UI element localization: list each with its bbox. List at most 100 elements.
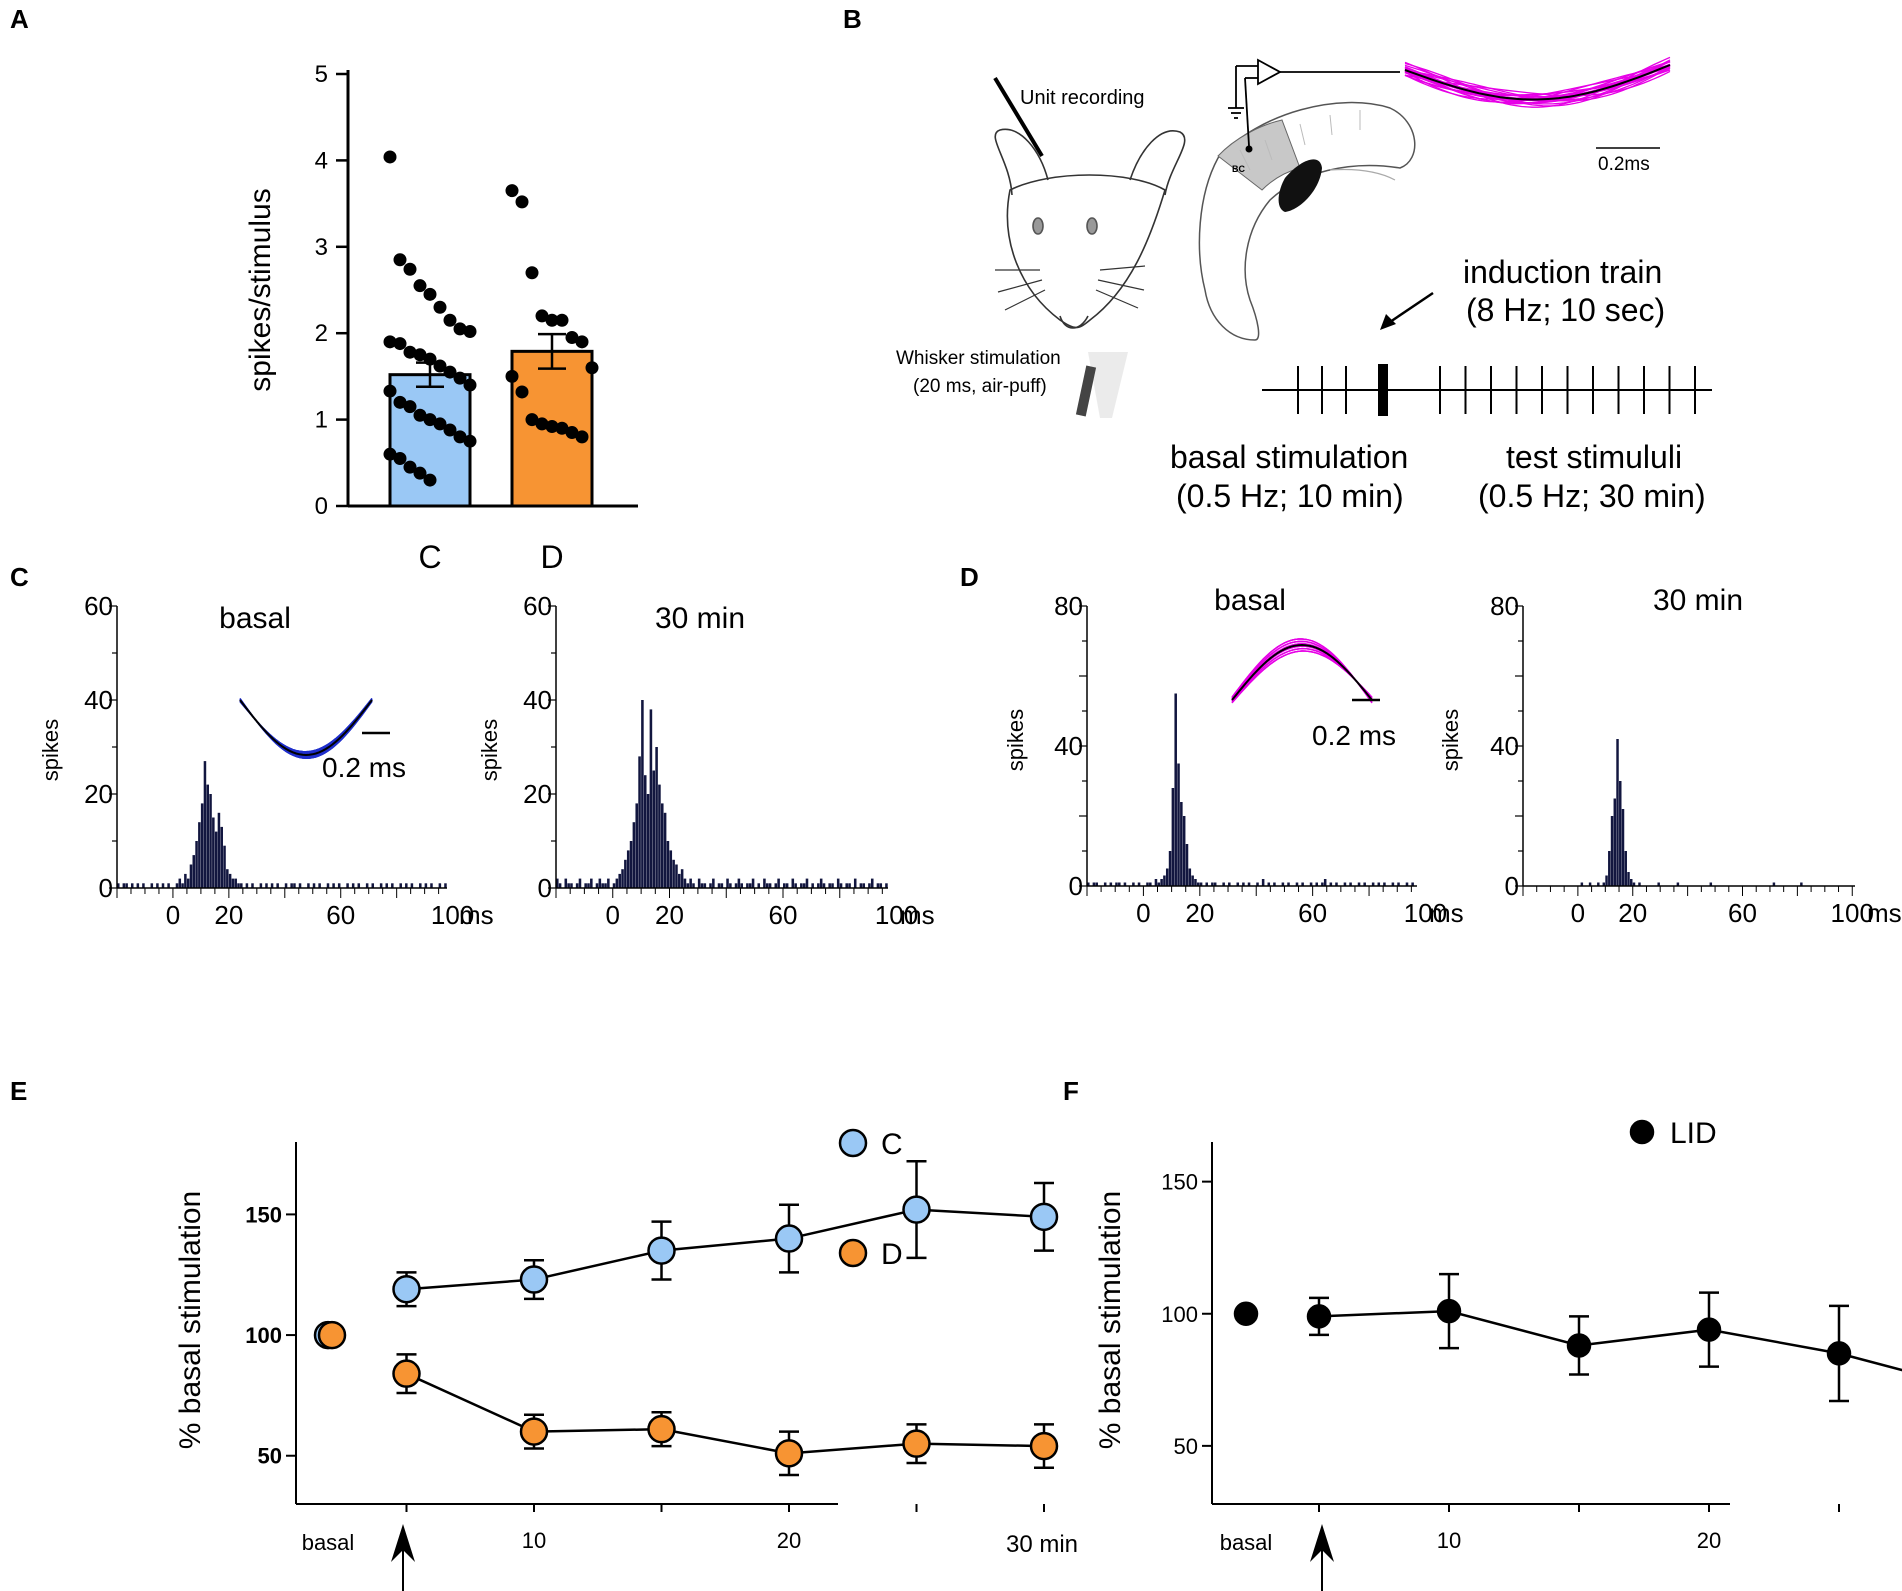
psth-bar [663, 812, 667, 888]
psth-bar [1146, 882, 1149, 886]
psth-bar [1194, 879, 1197, 886]
psth-bar [1228, 882, 1231, 886]
psth-bar [819, 878, 823, 888]
legend-marker-LID [1629, 1119, 1655, 1145]
data-point [433, 359, 447, 373]
psth-bar [556, 878, 559, 888]
data-point [403, 460, 417, 474]
psth-bar [1188, 868, 1192, 886]
psth-bar [686, 883, 690, 888]
psth-bar [768, 883, 772, 888]
psth-bar [567, 883, 570, 888]
psth-bar [125, 883, 128, 888]
waveform-trace [1404, 59, 1671, 107]
psth-bar [1095, 882, 1098, 886]
y-tick-label: 1 [315, 407, 328, 434]
psth-bar [195, 841, 198, 888]
psth-bar [1261, 879, 1265, 886]
x-tick-label: 0 [1136, 898, 1150, 928]
psth-bar [357, 883, 361, 888]
psth-bar [1163, 875, 1166, 886]
psth-bar [1621, 809, 1625, 886]
x-tick-label: 60 [769, 900, 798, 930]
psth-bar [1174, 693, 1177, 886]
psth-bar [734, 883, 738, 888]
y-tick-label: 20 [84, 779, 113, 809]
y-tick-label: 50 [258, 1444, 282, 1469]
psth-bar [1256, 882, 1259, 886]
y-tick-label: 0 [99, 873, 113, 903]
data-point [403, 262, 417, 276]
psth-bar [1638, 882, 1641, 886]
x-tick-label: 20 [214, 900, 243, 930]
psth-bar [419, 883, 422, 888]
waveform-trace [1404, 56, 1671, 108]
psth-bar [607, 878, 610, 888]
psth-bar [181, 883, 184, 888]
series-line-D [405, 1372, 1045, 1455]
data-point [403, 345, 417, 359]
scale-label: 0.2 ms [1312, 720, 1396, 751]
psth-bar [1281, 882, 1285, 886]
psth-bar [635, 803, 639, 888]
stimulation-timeline [1262, 364, 1712, 416]
psth-title: basal [219, 602, 291, 635]
psth-bar [214, 831, 218, 888]
psth-title: 30 min [655, 602, 745, 635]
psth-bar [1123, 882, 1127, 886]
unit-recording-label: Unit recording [1020, 87, 1145, 109]
x-tick-label: 20 [777, 1528, 801, 1553]
psth-bar [655, 747, 658, 888]
psth-bar [186, 878, 190, 888]
data-point [393, 337, 407, 351]
panel-letter-b: B [843, 4, 862, 34]
psth-bar [1349, 882, 1352, 886]
psth-bar [212, 817, 215, 888]
psth-bar [669, 850, 673, 888]
x-tick-label: 0 [166, 900, 180, 930]
psth-bar [1602, 882, 1606, 886]
psth-bar [228, 873, 232, 888]
amplifier-symbol [1228, 58, 1400, 147]
psth-bar [862, 883, 866, 888]
data-point [453, 430, 467, 444]
psth-bar [1383, 882, 1386, 886]
psth-bar [660, 803, 664, 888]
psth-bar [1597, 882, 1600, 886]
y-tick-label: 150 [1161, 1170, 1198, 1195]
psth-bar [828, 883, 831, 888]
psth-bar [346, 883, 349, 888]
psth-bar [1247, 882, 1251, 886]
psth-bar [1616, 739, 1619, 886]
data-point [585, 361, 599, 375]
data-point [525, 413, 539, 427]
psth-bar [1154, 879, 1158, 886]
x-tick-label: 10 [1437, 1528, 1461, 1553]
data-point [545, 313, 559, 327]
psth-bar [385, 883, 388, 888]
data-point-D [902, 1429, 931, 1458]
panel-letter-d: D [960, 562, 979, 592]
psth-bar [1213, 882, 1217, 886]
panel-letter-e: E [10, 1076, 27, 1106]
psth-bar [142, 883, 145, 888]
psth-bar [737, 878, 741, 888]
psth-bar [757, 883, 761, 888]
data-point [505, 184, 519, 198]
psth-title: 30 min [1653, 584, 1743, 617]
y-tick-label: 20 [523, 779, 552, 809]
psth-bar [632, 822, 636, 888]
x-tick-label: 10 [522, 1528, 546, 1553]
psth-bar [1273, 882, 1276, 886]
data-point [525, 266, 539, 280]
chart-e: 50 100 150 basal 10 20 30 min % basal stimulati… [174, 1128, 1078, 1591]
panel-letter-f: F [1063, 1076, 1079, 1106]
psth-bar [822, 883, 826, 888]
psth-bar [683, 878, 687, 888]
x-tick-label: basal [1220, 1530, 1273, 1555]
x-tick-label: 100 [431, 900, 474, 930]
y-axis-label: % basal stimulation [1094, 1191, 1127, 1449]
recording-electrode [993, 76, 1044, 158]
waveform-mean [1404, 64, 1671, 101]
